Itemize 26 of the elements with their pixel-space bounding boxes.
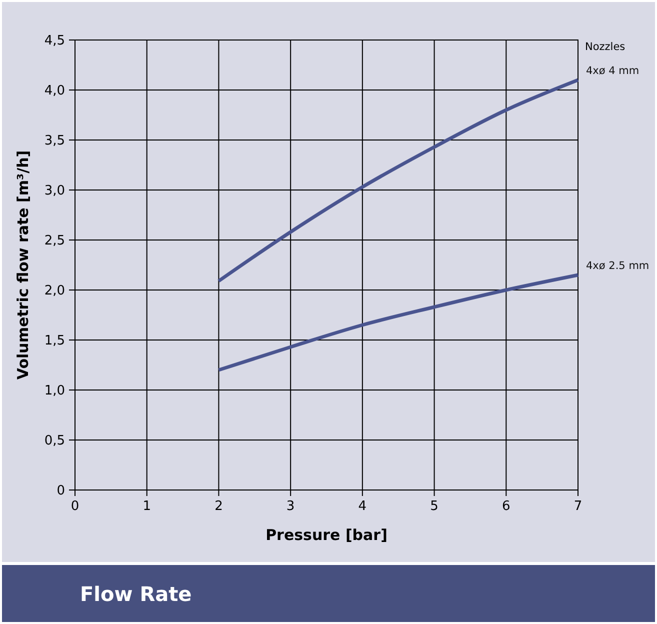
y-tick-label: 1,0 — [44, 384, 65, 398]
x-tick-label: 5 — [430, 499, 438, 514]
x-tick-label: 4 — [358, 499, 367, 514]
y-tick-label: 0,5 — [44, 434, 65, 448]
x-tick-label: 0 — [70, 499, 80, 514]
y-tick-label: 0 — [56, 484, 65, 498]
y-axis-title: Volumetric flow rate [m³/h] — [14, 150, 32, 380]
text: Flow Rate — [80, 582, 192, 606]
series-label: 4xø 4 mm — [586, 65, 640, 77]
x-tick-label: 1 — [142, 499, 151, 514]
y-tick-label: 2,0 — [44, 284, 65, 298]
legend-title: Nozzles — [585, 41, 626, 53]
x-tick-label: 7 — [574, 499, 582, 514]
x-tick-label: 6 — [502, 499, 510, 514]
y-tick-label: 3,0 — [44, 184, 65, 198]
x-axis-title: Pressure [bar] — [266, 526, 388, 544]
y-tick-label: 4,5 — [44, 34, 65, 48]
y-tick-label: 4,0 — [44, 84, 65, 98]
line-series — [216, 78, 580, 283]
y-tick-label: 1,5 — [44, 334, 65, 348]
series-label: 4xø 2.5 mm — [586, 260, 650, 272]
y-tick-label: 3,5 — [44, 134, 65, 148]
line-series — [216, 273, 580, 372]
x-tick-label: 2 — [214, 499, 223, 514]
x-tick-label: 3 — [286, 499, 295, 514]
y-tick-label: 2,5 — [44, 234, 65, 248]
